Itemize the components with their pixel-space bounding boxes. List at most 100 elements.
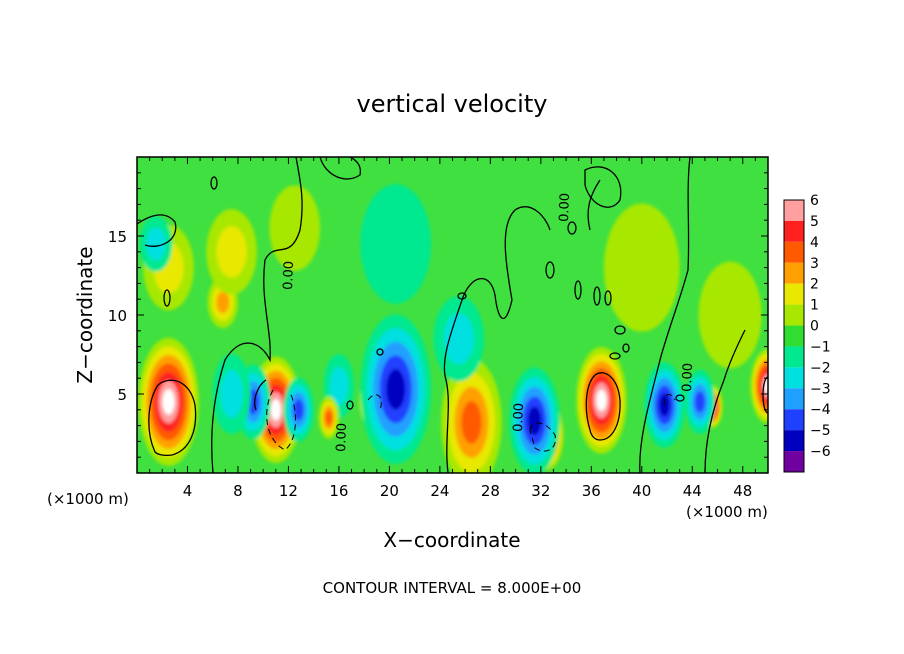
velocity-contour-fill xyxy=(325,410,333,425)
axis-ticks xyxy=(137,157,768,473)
colorbar-label: 1 xyxy=(810,298,819,314)
colorbar-frame xyxy=(783,199,805,473)
contour-line xyxy=(443,277,513,473)
colorbar-swatch xyxy=(784,430,804,452)
colorbar-swatch xyxy=(784,409,804,431)
velocity-contour-fill xyxy=(603,203,680,332)
velocity-contour-fill xyxy=(220,370,244,418)
colorbar-swatch xyxy=(784,241,804,263)
velocity-contour-fill xyxy=(360,184,432,304)
x-tick-label: 44 xyxy=(683,482,702,500)
velocity-contour-fill xyxy=(527,406,542,436)
contour-line xyxy=(574,280,582,300)
colorbar-swatch xyxy=(784,304,804,326)
velocity-contour-fill xyxy=(329,366,349,406)
contour-line xyxy=(622,343,630,353)
contour-line xyxy=(663,394,676,406)
velocity-contour-fill xyxy=(596,389,607,411)
contour-line xyxy=(346,400,354,410)
velocity-contour-fill xyxy=(146,227,166,261)
colorbar-label: −5 xyxy=(810,423,831,439)
zero-contours xyxy=(137,157,768,473)
colorbar-label: 3 xyxy=(810,256,819,272)
chart-title: vertical velocity xyxy=(357,90,548,118)
x-tick-label: 12 xyxy=(279,482,298,500)
contour-line xyxy=(163,289,171,307)
colorbar-swatch xyxy=(784,200,804,221)
contour-line xyxy=(604,290,612,306)
contour-label: 0.00 xyxy=(511,403,527,432)
x-tick-label: 28 xyxy=(481,482,500,500)
x-units-left: (×1000 m) xyxy=(47,490,129,508)
contour-line xyxy=(457,292,467,300)
contour-line xyxy=(639,157,691,473)
x-tick-label: 32 xyxy=(531,482,550,500)
colorbar-swatch xyxy=(784,346,804,368)
x-tick-label: 8 xyxy=(233,482,243,500)
velocity-contour-fill xyxy=(216,226,247,278)
colorbar-label: −4 xyxy=(810,402,831,418)
contour-label: 0.00 xyxy=(680,363,696,392)
colorbar-swatch xyxy=(784,283,804,305)
y-tick-label: 15 xyxy=(108,228,127,246)
x-tick-label: 4 xyxy=(183,482,193,500)
contour-line xyxy=(148,379,197,457)
colorbar-swatch xyxy=(784,388,804,410)
colorbar-label: 5 xyxy=(810,214,819,230)
contour-line xyxy=(584,166,622,208)
contour-line xyxy=(266,389,296,451)
contour-line xyxy=(254,379,267,411)
contour-line xyxy=(137,214,177,247)
contour-line xyxy=(545,261,555,279)
velocity-contour-fill xyxy=(269,185,320,271)
contour-label: 0.00 xyxy=(281,261,297,290)
colorbar-swatch xyxy=(784,367,804,389)
contour-line xyxy=(529,422,556,452)
contour-label: 0.00 xyxy=(334,423,350,452)
colorbar-label: 2 xyxy=(810,277,819,293)
contour-label: 0.00 xyxy=(557,193,573,222)
velocity-contour-fill xyxy=(270,399,281,421)
negative-contours xyxy=(266,389,676,452)
y-tick-label: 5 xyxy=(117,386,127,404)
y-tick-label: 10 xyxy=(108,307,127,325)
contour-line xyxy=(567,221,577,235)
velocity-contour-fill xyxy=(216,291,230,314)
velocity-contour-fill xyxy=(698,261,762,369)
contour-labels: 0.00 0.00 0.00 0.00 0.00 xyxy=(281,193,696,452)
y-axis-label: Z−coordinate xyxy=(73,246,97,383)
contour-line xyxy=(210,176,218,190)
x-axis-label: X−coordinate xyxy=(383,528,520,552)
x-tick-label: 24 xyxy=(430,482,449,500)
colorbar-label: 6 xyxy=(810,193,819,209)
contour-line xyxy=(211,157,303,473)
x-units-right: (×1000 m) xyxy=(686,503,768,521)
contour-line xyxy=(593,286,601,306)
contour-line xyxy=(762,376,768,414)
colorbar-label: −6 xyxy=(810,444,831,460)
x-tick-label: 48 xyxy=(733,482,752,500)
velocity-contour-fill xyxy=(293,399,304,421)
colorbar-swatch xyxy=(784,262,804,284)
colorbar-label: 0 xyxy=(810,319,819,335)
colorbar-swatch xyxy=(784,220,804,242)
contour-line xyxy=(675,394,685,402)
colorbar-label: −3 xyxy=(810,381,831,397)
contour-line xyxy=(587,179,601,231)
velocity-contour-fill xyxy=(694,391,705,413)
colorbar-swatch xyxy=(784,451,804,472)
contour-line xyxy=(609,352,621,360)
x-tick-label: 40 xyxy=(632,482,651,500)
contour-interval-note: CONTOUR INTERVAL = 8.000E+00 xyxy=(323,579,582,597)
contour-line xyxy=(585,372,621,441)
x-tick-label: 20 xyxy=(380,482,399,500)
contour-line xyxy=(504,206,551,301)
plot-area: 0.00 0.00 0.00 0.00 0.00 xyxy=(137,157,768,473)
velocity-contour-fill xyxy=(443,313,474,365)
colorbar-label: −2 xyxy=(810,360,831,376)
colorbar: 6 5 4 3 2 1 0 −1 −2 −3 −4 −5 −6 xyxy=(783,193,831,473)
colorbar-label: −1 xyxy=(810,339,831,355)
velocity-contour-fill xyxy=(162,389,175,415)
